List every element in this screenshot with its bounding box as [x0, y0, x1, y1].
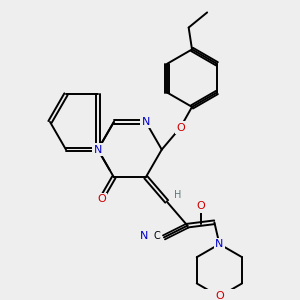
Text: N: N — [94, 145, 102, 154]
Text: N: N — [142, 117, 150, 127]
Text: C: C — [153, 231, 160, 241]
Text: O: O — [196, 202, 205, 212]
Text: O: O — [97, 194, 106, 204]
Text: O: O — [215, 292, 224, 300]
Text: N: N — [140, 231, 148, 241]
Text: O: O — [176, 123, 184, 133]
Text: N: N — [215, 239, 224, 249]
Text: H: H — [174, 190, 181, 200]
